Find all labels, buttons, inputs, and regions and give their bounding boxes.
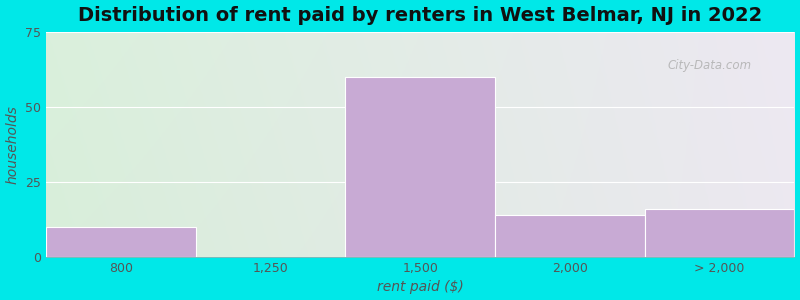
Text: City-Data.com: City-Data.com bbox=[667, 59, 751, 72]
X-axis label: rent paid ($): rent paid ($) bbox=[377, 280, 463, 294]
Title: Distribution of rent paid by renters in West Belmar, NJ in 2022: Distribution of rent paid by renters in … bbox=[78, 6, 762, 25]
Bar bbox=[46, 227, 196, 257]
Bar bbox=[645, 209, 794, 257]
Bar bbox=[495, 215, 645, 257]
Y-axis label: households: households bbox=[6, 105, 19, 184]
Bar bbox=[346, 77, 495, 257]
